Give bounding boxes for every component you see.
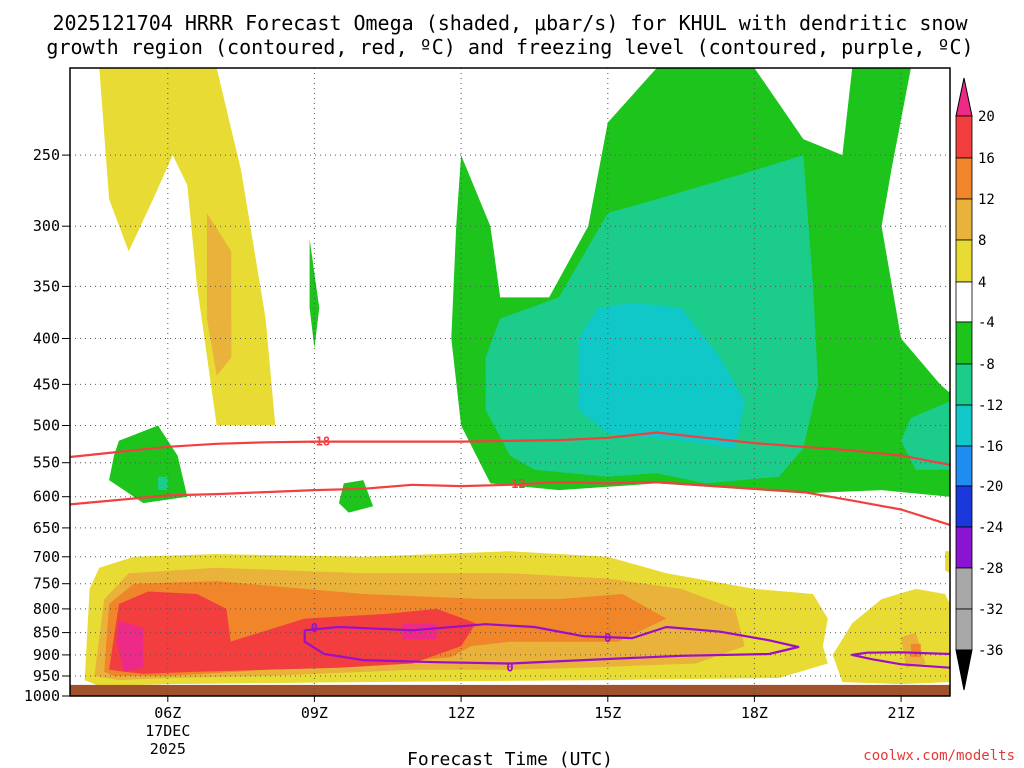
y-tick-label: 650 xyxy=(33,519,60,537)
colorbar-label: 12 xyxy=(978,192,995,208)
ground-surface xyxy=(70,684,950,696)
y-tick-label: 300 xyxy=(33,217,60,235)
y-tick-label: 750 xyxy=(33,575,60,593)
omega-region-east-teal xyxy=(901,401,950,470)
y-tick-label: 250 xyxy=(33,146,60,164)
y-tick-label: 800 xyxy=(33,600,60,618)
x-tick-label: 09Z xyxy=(301,704,328,722)
chart-title-line-2: growth region (contoured, red, ºC) and f… xyxy=(46,35,973,59)
dgz-contour-label: -18 xyxy=(308,435,330,449)
colorbar-label: -20 xyxy=(978,479,1003,495)
colorbar-label: -28 xyxy=(978,561,1003,577)
colorbar-label: -24 xyxy=(978,520,1003,536)
colorbar-band xyxy=(955,485,973,528)
omega-shading xyxy=(84,68,950,687)
colorbar-label: -8 xyxy=(978,357,995,373)
colorbar-band xyxy=(955,445,973,487)
colorbar-label: -36 xyxy=(978,643,1003,659)
freezing-level-contour-label: 0 xyxy=(604,631,611,645)
colorbar-band xyxy=(955,198,973,241)
plot-frame xyxy=(69,67,951,697)
colorbar-band xyxy=(955,115,973,159)
colorbar-label: 4 xyxy=(978,275,986,291)
omega-region-low-magenta-2 xyxy=(402,623,437,640)
colorbar-label: 16 xyxy=(978,151,995,167)
x-tick-year: 2025 xyxy=(150,740,186,758)
colorbar-band xyxy=(955,608,973,651)
x-tick-label: 15Z xyxy=(594,704,621,722)
colorbar-band xyxy=(955,321,973,365)
colorbar-label: -12 xyxy=(978,398,1003,414)
omega-region-right-edge-yellow xyxy=(945,551,950,574)
y-tick-label: 700 xyxy=(33,548,60,566)
x-tick-date: 17DEC xyxy=(145,722,190,740)
x-tick-label: 12Z xyxy=(448,704,475,722)
y-tick-label: 450 xyxy=(33,375,60,393)
colorbar-band xyxy=(955,363,973,406)
x-tick-label: 06Z xyxy=(154,704,181,722)
colorbar-bottom-arrow xyxy=(955,649,973,691)
colorbar-band xyxy=(955,404,973,447)
colorbar-band xyxy=(955,157,973,200)
freezing-level-contour-label: 0 xyxy=(506,661,513,675)
colorbar-label: -4 xyxy=(978,315,995,331)
omega-region-low-magenta-1 xyxy=(116,620,144,672)
colorbar-label: 20 xyxy=(978,109,995,125)
omega-region-west-green-blob xyxy=(109,425,188,504)
y-tick-label: 1000 xyxy=(24,687,60,705)
dgz-contour-label: -12 xyxy=(504,477,526,491)
chart-title-line-1: 2025121704 HRRR Forecast Omega (shaded, … xyxy=(52,11,968,35)
y-tick-label: 550 xyxy=(33,454,60,472)
omega-region-low-red xyxy=(109,591,476,674)
colorbar-label: 8 xyxy=(978,233,986,249)
y-tick-label: 900 xyxy=(33,646,60,664)
y-tick-label: 500 xyxy=(33,417,60,435)
freezing-level-contour xyxy=(303,623,800,665)
x-tick-label: 21Z xyxy=(888,704,915,722)
colorbar: 20 16 12 8 4 -4 -8 -12 -16 -20 -24 -28 -32 -36 xyxy=(955,77,1003,691)
omega-region-small-green-blob xyxy=(338,480,374,513)
freezing-level-contour-label: 0 xyxy=(311,621,318,635)
y-tick-label: 600 xyxy=(33,488,60,506)
y-tick-label: 850 xyxy=(33,624,60,642)
x-axis-label: Forecast Time (UTC) xyxy=(407,749,613,768)
colorbar-band xyxy=(955,567,973,610)
y-tick-label: 950 xyxy=(33,667,60,685)
x-tick-label: 18Z xyxy=(741,704,768,722)
y-axis: 250 300 350 400 450 500 550 600 650 700 750 800 850 9… xyxy=(24,146,70,705)
freezing-level-contour xyxy=(851,651,950,669)
omega-region-west-upper-yellow xyxy=(99,68,276,426)
y-tick-label: 400 xyxy=(33,330,60,348)
dgz-contour xyxy=(70,431,950,466)
colorbar-top-arrow xyxy=(955,77,973,117)
omega-region-main-cyan xyxy=(578,302,745,449)
dgz-contour xyxy=(70,481,950,526)
colorbar-band xyxy=(955,281,973,323)
omega-region-west-teal-dot xyxy=(158,476,168,491)
omega-region-west-upper-orange xyxy=(206,213,232,376)
contour-lines: -18 -12 0 0 0 xyxy=(70,431,950,675)
colorbar-label: -32 xyxy=(978,602,1003,618)
colorbar-band xyxy=(955,526,973,569)
credit-link[interactable]: coolwx.com/modelts xyxy=(863,748,1015,764)
omega-region-east-low-yellow xyxy=(832,588,950,685)
colorbar-label: -16 xyxy=(978,439,1003,455)
y-tick-label: 350 xyxy=(33,277,60,295)
colorbar-band xyxy=(955,239,973,283)
